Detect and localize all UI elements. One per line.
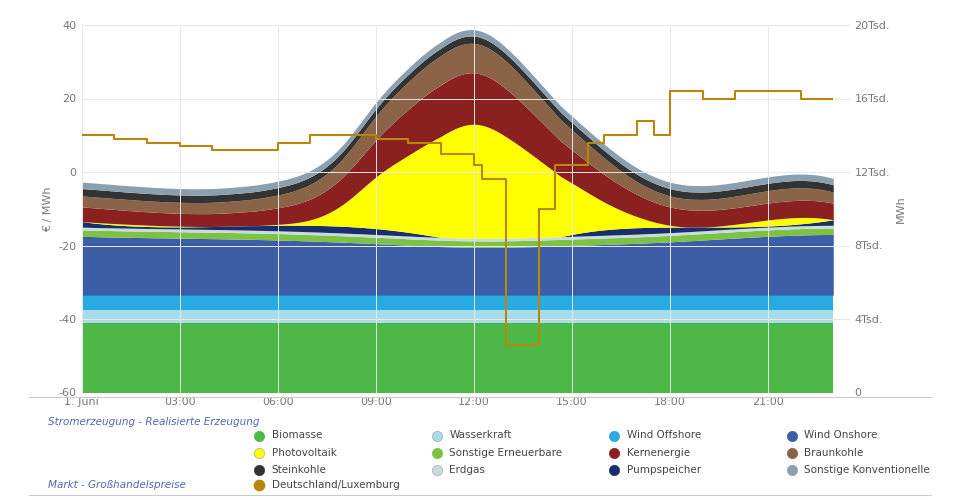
Text: Pumpspeicher: Pumpspeicher [627,465,701,475]
Text: Biomasse: Biomasse [272,430,322,440]
Y-axis label: MWh: MWh [896,195,905,222]
Text: Stromerzeugung - Realisierte Erzeugung: Stromerzeugung - Realisierte Erzeugung [48,416,259,426]
Text: Sonstige Konventionelle: Sonstige Konventionelle [804,465,930,475]
Text: Wind Offshore: Wind Offshore [627,430,701,440]
Text: Sonstige Erneuerbare: Sonstige Erneuerbare [449,448,563,458]
Y-axis label: € / MWh: € / MWh [43,186,53,232]
Text: Steinkohle: Steinkohle [272,465,326,475]
Text: Braunkohle: Braunkohle [804,448,864,458]
Text: Wasserkraft: Wasserkraft [449,430,512,440]
Text: Kernenergie: Kernenergie [627,448,690,458]
Text: Photovoltaik: Photovoltaik [272,448,337,458]
Text: Erdgas: Erdgas [449,465,485,475]
Text: Deutschland/Luxemburg: Deutschland/Luxemburg [272,480,399,490]
Text: Wind Onshore: Wind Onshore [804,430,877,440]
Text: Markt - Großhandelspreise: Markt - Großhandelspreise [48,480,186,490]
